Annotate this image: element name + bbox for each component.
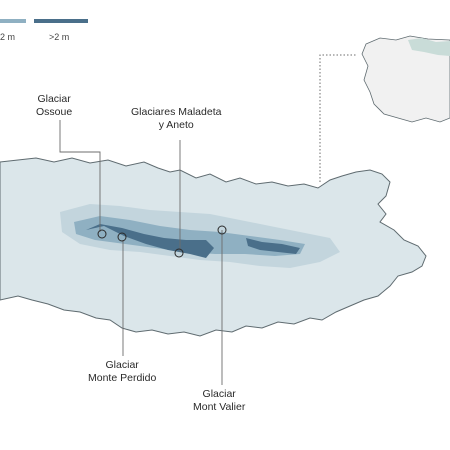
glacier-zones xyxy=(60,204,340,268)
marker-ossoue xyxy=(97,229,107,239)
inset-connector xyxy=(319,54,356,182)
zone-dark-east xyxy=(246,238,300,254)
label-glaciares-maladeta: Glaciares Maladeta y Aneto xyxy=(131,106,221,132)
glacier-markers xyxy=(97,225,227,258)
legend-swatch-dark xyxy=(34,19,88,23)
label-line: Monte Perdido xyxy=(88,372,157,384)
label-line: Glaciares Maladeta xyxy=(131,106,222,118)
label-line: Ossoue xyxy=(36,106,73,118)
zone-dark xyxy=(86,224,214,258)
legend-label-light: 2 m xyxy=(0,32,16,42)
leader-ossoue xyxy=(59,120,101,232)
inset-land xyxy=(361,35,450,123)
label-line: Glaciar xyxy=(105,359,139,371)
marker-maladeta xyxy=(174,248,184,258)
label-line: Glaciar xyxy=(37,93,71,105)
zone-mid xyxy=(74,216,305,256)
label-glaciar-perdido: Glaciar Monte Perdido xyxy=(88,359,156,385)
marker-perdido xyxy=(117,232,127,242)
label-glaciar-valier: Glaciar Mont Valier xyxy=(193,388,245,414)
label-line: y Aneto xyxy=(158,119,194,131)
label-line: Mont Valier xyxy=(193,401,246,413)
marker-valier xyxy=(217,225,227,235)
legend-label-dark: >2 m xyxy=(49,32,70,42)
leader-lines xyxy=(59,120,223,385)
label-line: Glaciar xyxy=(202,388,236,400)
legend-swatch-light xyxy=(0,19,26,23)
inset-highlight-region xyxy=(408,38,450,56)
label-glaciar-ossoue: Glaciar Ossoue xyxy=(36,93,72,119)
inset-spain-map xyxy=(361,35,450,123)
